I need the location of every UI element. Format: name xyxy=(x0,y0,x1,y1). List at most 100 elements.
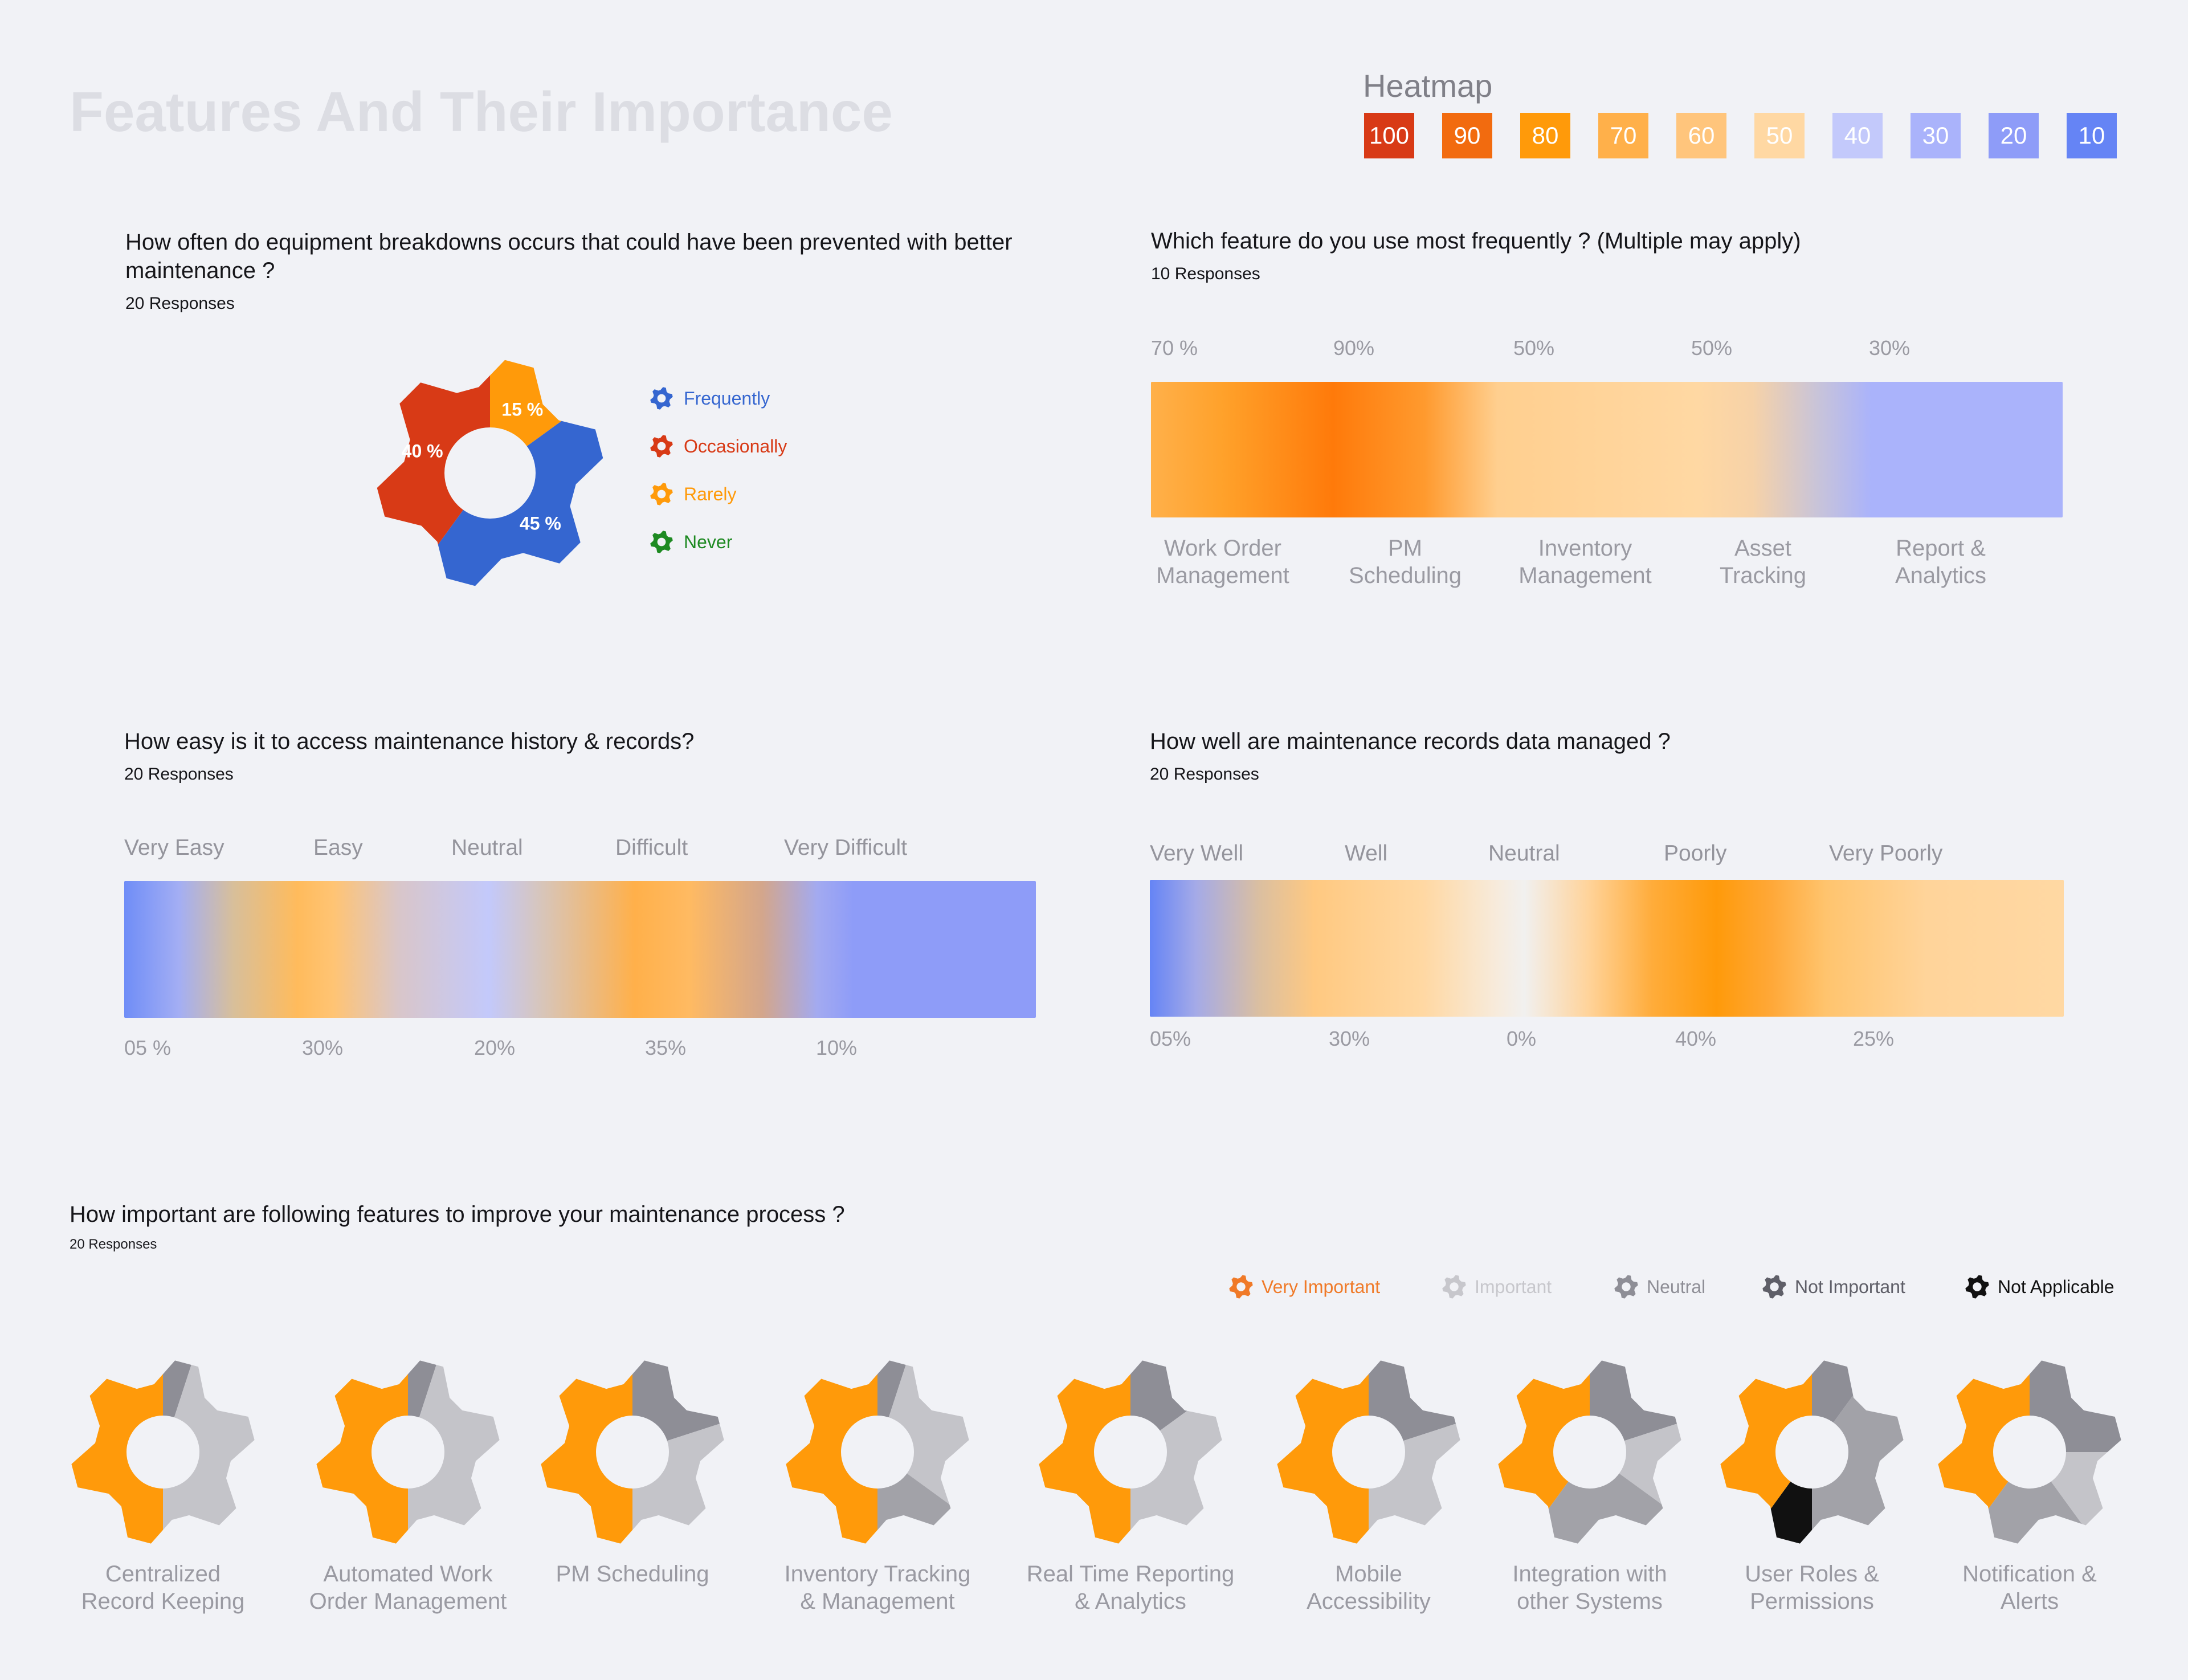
q5-feature-label: Automated Work Order Management xyxy=(309,1561,507,1614)
q3-value-label: 30% xyxy=(302,1036,344,1059)
q1-data-label-occasionally: 40 % xyxy=(402,441,443,461)
q5-feature-label: Notification & Alerts xyxy=(1962,1561,2097,1614)
q5-gear-chart-4 xyxy=(786,1360,969,1544)
q3-value-label: 35% xyxy=(645,1036,687,1059)
q3-category-label: Easy xyxy=(313,835,363,860)
q5-gear-1-hole xyxy=(126,1416,199,1489)
q5-gear-7-hole xyxy=(1553,1416,1626,1489)
q5-legend-item-important: Important xyxy=(1442,1274,1552,1299)
heatmap-cell-100: 100 xyxy=(1364,113,1414,158)
q2-category-label: PM Scheduling xyxy=(1349,536,1462,588)
heatmap-cell-70: 70 xyxy=(1598,113,1648,158)
q4-value-label: 05% xyxy=(1150,1027,1191,1050)
q5-legend-item-not-applicable: Not Applicable xyxy=(1965,1274,2114,1299)
heatmap-cell-10: 10 xyxy=(2067,113,2117,158)
q5-gear-9-hole xyxy=(1993,1416,2066,1489)
q4-responses: 20 Responses xyxy=(1150,765,1259,784)
q1-responses: 20 Responses xyxy=(125,294,235,313)
heatmap-cell-20: 20 xyxy=(1989,113,2039,158)
q5-gear-3-hole xyxy=(596,1416,669,1489)
q5-gear-chart-2 xyxy=(316,1360,500,1544)
q5-feature-label: Integration with other Systems xyxy=(1512,1561,1667,1614)
q5-legend-label: Not Applicable xyxy=(1998,1276,2114,1297)
q1-legend-label: Occasionally xyxy=(684,435,787,456)
q1-legend-label: Frequently xyxy=(684,388,770,409)
q3-category-label: Very Easy xyxy=(124,835,224,860)
q2-category-label: Asset Tracking xyxy=(1720,536,1806,588)
q3-responses: 20 Responses xyxy=(124,765,234,784)
q3-category-label: Very Difficult xyxy=(784,835,908,860)
q2-value-label: 90% xyxy=(1333,336,1375,360)
q5-gear-chart-7 xyxy=(1498,1360,1681,1544)
q5-feature-label: User Roles & Permissions xyxy=(1745,1561,1879,1614)
q1-hole xyxy=(444,427,536,519)
heatmap-cell-40: 40 xyxy=(1832,113,1883,158)
heatmap-cell-80: 80 xyxy=(1520,113,1570,158)
q5-legend-label: Very Important xyxy=(1262,1276,1381,1297)
q1-legend-item-frequently: Frequently xyxy=(650,386,770,410)
q1-legend-item-never: Never xyxy=(650,530,732,554)
q1-legend-label: Rarely xyxy=(684,483,737,504)
q5-gear-chart-1 xyxy=(71,1360,255,1544)
heatmap-cell-50: 50 xyxy=(1754,113,1805,158)
q5-responses: 20 Responses xyxy=(70,1237,157,1252)
q3-value-label: 10% xyxy=(816,1036,858,1059)
q5-legend-label: Neutral xyxy=(1647,1276,1706,1297)
q4-category-label: Well xyxy=(1345,841,1388,866)
q2-responses: 10 Responses xyxy=(1151,264,1260,283)
q2-title: Which feature do you use most frequently… xyxy=(1151,229,1801,254)
q4-category-label: Neutral xyxy=(1488,841,1560,866)
q1-legend-item-occasionally: Occasionally xyxy=(650,434,787,458)
q3-heat-bar xyxy=(124,881,1036,1018)
q5-gear-chart-5 xyxy=(1039,1360,1222,1544)
q3-value-label: 05 % xyxy=(124,1036,172,1059)
q4-category-label: Very Poorly xyxy=(1829,841,1943,866)
q4-value-label: 30% xyxy=(1329,1027,1370,1050)
q4-category-label: Poorly xyxy=(1664,841,1727,866)
q5-legend-item-very-important: Very Important xyxy=(1228,1274,1380,1299)
q5-feature-label: Centralized Record Keeping xyxy=(81,1561,245,1614)
q4-value-label: 40% xyxy=(1675,1027,1717,1050)
q2-value-label: 70 % xyxy=(1151,336,1198,360)
q5-gear-9-slice-not-important xyxy=(2030,1452,2121,1544)
q5-title: How important are following features to … xyxy=(70,1202,845,1227)
q1-gear-pie-chart: 15 % 45 % 40 % xyxy=(377,360,603,586)
q5-gear-5-hole xyxy=(1094,1416,1167,1489)
q5-gear-4-slice-not-important xyxy=(877,1360,969,1534)
q4-value-label: 25% xyxy=(1853,1027,1895,1050)
q2-category-label: Inventory Management xyxy=(1518,536,1652,588)
q1-title: How often do equipment breakdowns occurs… xyxy=(125,230,1013,283)
q5-gear-chart-3 xyxy=(541,1360,724,1544)
q2-value-label: 50% xyxy=(1513,336,1555,360)
q5-gear-8-hole xyxy=(1775,1416,1848,1489)
heatmap-cell-60: 60 xyxy=(1676,113,1726,158)
q5-feature-label: Mobile Accessibility xyxy=(1307,1561,1431,1614)
page-title: Features And Their Importance xyxy=(70,80,893,143)
q5-legend-item-neutral: Neutral xyxy=(1614,1274,1705,1299)
q5-feature-label: Real Time Reporting & Analytics xyxy=(1026,1561,1235,1614)
q5-gear-2-hole xyxy=(372,1416,444,1489)
q1-legend-label: Never xyxy=(684,531,733,552)
q2-value-label: 30% xyxy=(1869,336,1911,360)
q4-title: How well are maintenance records data ma… xyxy=(1150,729,1671,754)
heatmap-legend-title: Heatmap xyxy=(1363,68,1493,104)
q3-value-label: 20% xyxy=(474,1036,516,1059)
q5-feature-label: PM Scheduling xyxy=(556,1561,709,1587)
q5-gear-chart-6 xyxy=(1277,1360,1460,1544)
q3-title: How easy is it to access maintenance his… xyxy=(124,729,695,754)
q1-data-label-frequently: 45 % xyxy=(520,513,561,533)
q5-gear-chart-8 xyxy=(1720,1360,1904,1544)
q1-legend-item-rarely: Rarely xyxy=(650,482,736,506)
q2-heat-bar xyxy=(1151,382,2063,517)
q5-feature-label: Inventory Tracking & Management xyxy=(784,1561,971,1614)
q4-category-label: Very Well xyxy=(1150,841,1243,866)
q5-gear-chart-9 xyxy=(1938,1360,2121,1544)
heatmap-cell-30: 30 xyxy=(1911,113,1961,158)
q4-heat-bar xyxy=(1150,880,2064,1017)
q5-gear-6-hole xyxy=(1332,1416,1405,1489)
q5-legend-label: Important xyxy=(1475,1276,1552,1297)
q5-gear-4-hole xyxy=(841,1416,914,1489)
q3-category-label: Neutral xyxy=(451,835,523,860)
q2-category-label: Report & Analytics xyxy=(1895,536,1987,588)
q4-value-label: 0% xyxy=(1507,1027,1537,1050)
